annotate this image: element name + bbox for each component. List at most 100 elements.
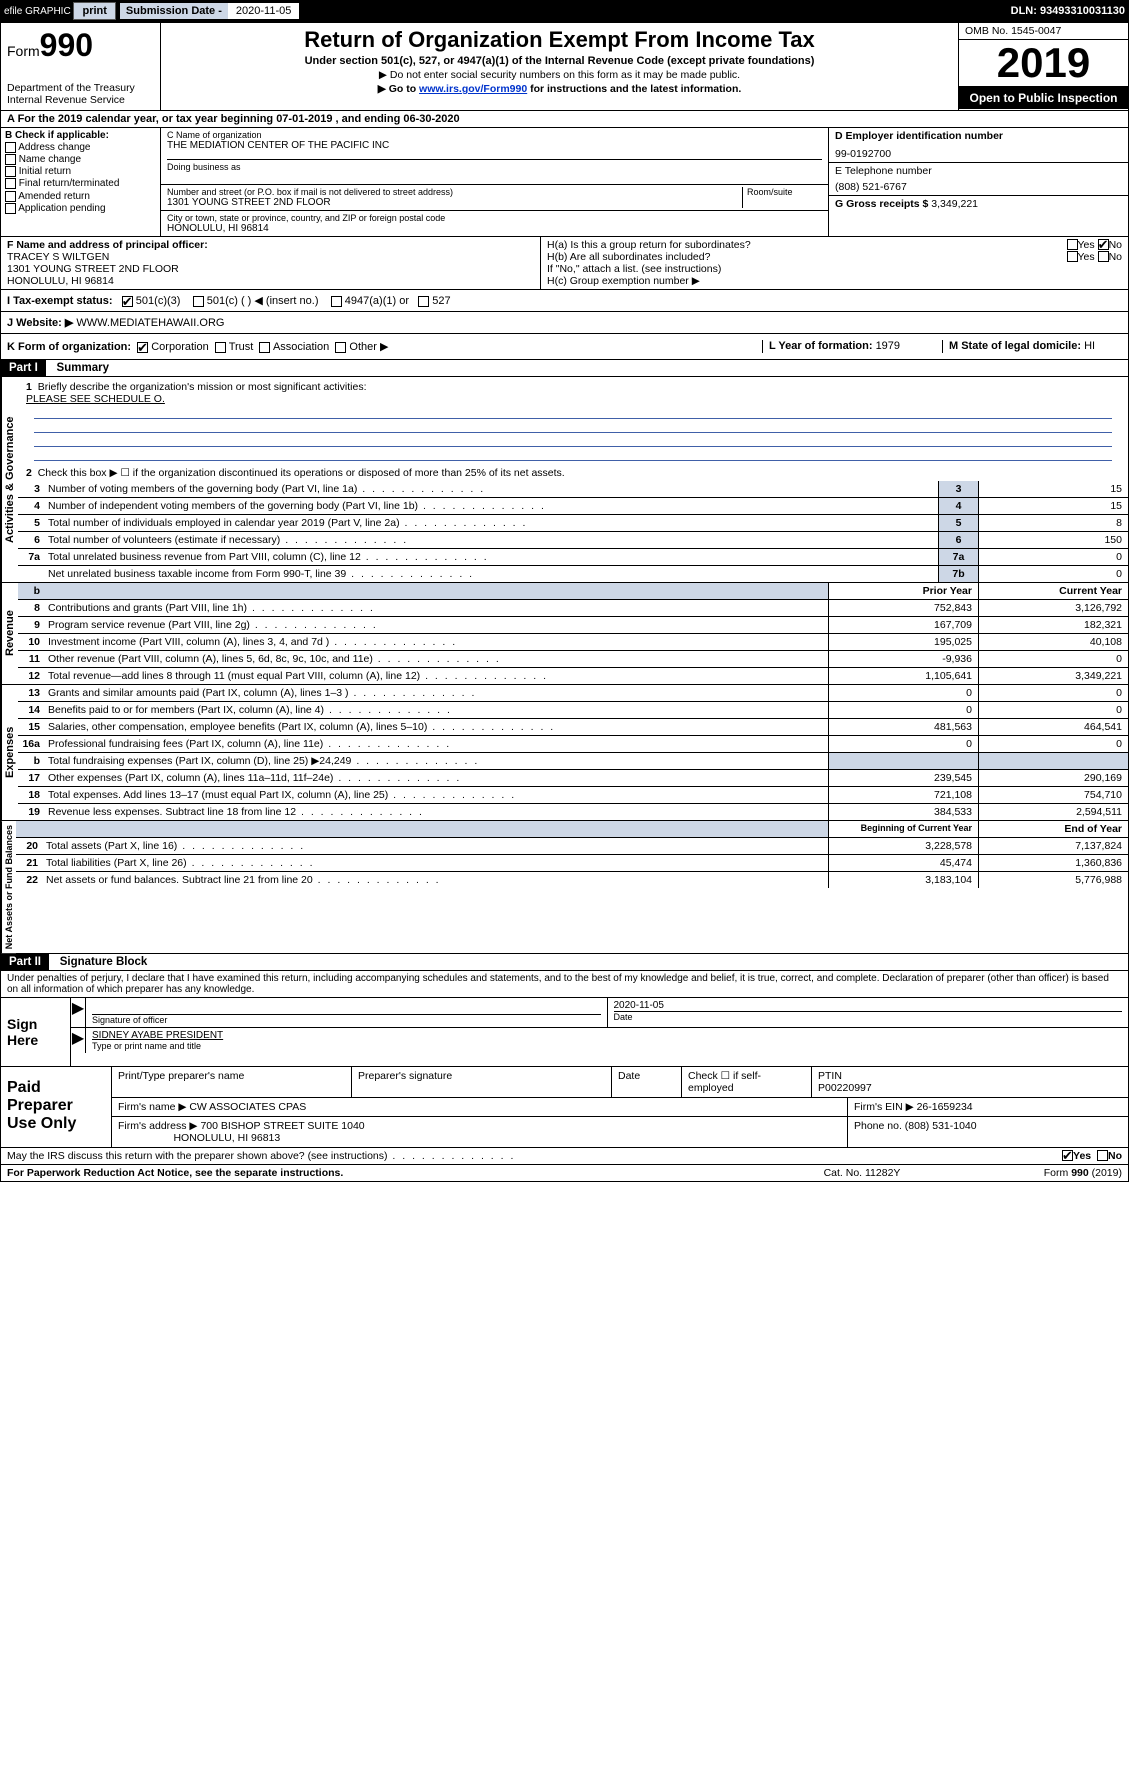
ha-yes[interactable] bbox=[1067, 239, 1078, 250]
line-text: Professional fundraising fees (Part IX, … bbox=[44, 736, 828, 752]
goto-suffix: for instructions and the latest informat… bbox=[527, 83, 741, 95]
summary-line: 13Grants and similar amounts paid (Part … bbox=[18, 685, 1128, 702]
prior-value: 0 bbox=[828, 736, 978, 752]
line-num: 10 bbox=[18, 634, 44, 650]
print-button[interactable]: print bbox=[73, 2, 115, 20]
prior-value: 167,709 bbox=[828, 617, 978, 633]
irs-link[interactable]: www.irs.gov/Form990 bbox=[419, 83, 527, 95]
chk-501c[interactable] bbox=[193, 296, 204, 307]
current-value: 290,169 bbox=[978, 770, 1128, 786]
line-text: Investment income (Part VIII, column (A)… bbox=[44, 634, 828, 650]
current-value: 5,776,988 bbox=[978, 872, 1128, 888]
sig-name-label: Type or print name and title bbox=[92, 1041, 1122, 1051]
chk-4947[interactable] bbox=[331, 296, 342, 307]
checkbox-line: Application pending bbox=[5, 203, 156, 214]
line-num: 3 bbox=[18, 481, 44, 497]
part2-header-row: Part II Signature Block bbox=[1, 954, 1128, 971]
preparer-sig-hdr: Preparer's signature bbox=[352, 1067, 612, 1097]
checkbox[interactable] bbox=[5, 154, 16, 165]
prior-value: 45,474 bbox=[828, 855, 978, 871]
addr-label: Number and street (or P.O. box if mail i… bbox=[167, 187, 742, 197]
summary-line: 7aTotal unrelated business revenue from … bbox=[18, 549, 1128, 566]
line-box: 7a bbox=[938, 549, 978, 565]
line-num: 12 bbox=[18, 668, 44, 684]
discuss-row: May the IRS discuss this return with the… bbox=[1, 1148, 1128, 1165]
chk-501c3[interactable] bbox=[122, 296, 133, 307]
org-city: HONOLULU, HI 96814 bbox=[167, 223, 822, 234]
discuss-yes[interactable] bbox=[1062, 1150, 1073, 1161]
chk-other[interactable] bbox=[335, 342, 346, 353]
form-subtitle: Under section 501(c), 527, or 4947(a)(1)… bbox=[167, 55, 952, 67]
line-num: 17 bbox=[18, 770, 44, 786]
col-c-org: C Name of organization THE MEDIATION CEN… bbox=[161, 128, 828, 236]
firm-phone: (808) 531-1040 bbox=[905, 1120, 977, 1132]
rule-line bbox=[34, 433, 1112, 447]
open-public: Open to Public Inspection bbox=[959, 87, 1128, 109]
signature-block: Sign Here ▶ Signature of officer 2020-11… bbox=[1, 997, 1128, 1067]
summary-line: 16aProfessional fundraising fees (Part I… bbox=[18, 736, 1128, 753]
summary-line: 22Net assets or fund balances. Subtract … bbox=[16, 872, 1128, 888]
hb-question: H(b) Are all subordinates included? bbox=[547, 251, 1067, 263]
summary-line: 15Salaries, other compensation, employee… bbox=[18, 719, 1128, 736]
hb-no[interactable] bbox=[1098, 251, 1109, 262]
col-curr: Current Year bbox=[978, 583, 1128, 599]
year-formation-label: L Year of formation: bbox=[769, 340, 876, 352]
line-num: 5 bbox=[18, 515, 44, 531]
officer-name: TRACEY S WILTGEN bbox=[7, 251, 534, 263]
org-address: 1301 YOUNG STREET 2ND FLOOR bbox=[167, 197, 742, 208]
row-i-tax-status: I Tax-exempt status: 501(c)(3) 501(c) ( … bbox=[1, 290, 1128, 312]
prior-value: 239,545 bbox=[828, 770, 978, 786]
submission-label: Submission Date - bbox=[120, 3, 228, 19]
chk-corp[interactable] bbox=[137, 342, 148, 353]
part2-badge: Part II bbox=[1, 954, 49, 970]
ein-label: D Employer identification number bbox=[835, 130, 1122, 142]
website-value: WWW.MEDIATEHAWAII.ORG bbox=[76, 317, 224, 329]
prior-value: 752,843 bbox=[828, 600, 978, 616]
current-value: 182,321 bbox=[978, 617, 1128, 633]
opt-other: Other ▶ bbox=[349, 341, 388, 353]
chk-527[interactable] bbox=[418, 296, 429, 307]
line-text: Net unrelated business taxable income fr… bbox=[44, 566, 938, 582]
checkbox-line: Initial return bbox=[5, 166, 156, 177]
preparer-name-hdr: Print/Type preparer's name bbox=[112, 1067, 352, 1097]
tel-value: (808) 521-6767 bbox=[835, 181, 1122, 193]
city-label: City or town, state or province, country… bbox=[167, 213, 822, 223]
line-num: 19 bbox=[18, 804, 44, 820]
chk-assoc[interactable] bbox=[259, 342, 270, 353]
line-num: 4 bbox=[18, 498, 44, 514]
current-value: 0 bbox=[978, 702, 1128, 718]
line-text: Number of voting members of the governin… bbox=[44, 481, 938, 497]
section-net-assets: Net Assets or Fund Balances Beginning of… bbox=[1, 821, 1128, 954]
checkbox[interactable] bbox=[5, 191, 16, 202]
prior-value: -9,936 bbox=[828, 651, 978, 667]
checkbox[interactable] bbox=[5, 166, 16, 177]
col-end: End of Year bbox=[978, 821, 1128, 837]
blank-txt bbox=[44, 583, 828, 599]
firm-ein: 26-1659234 bbox=[917, 1101, 973, 1113]
no-label3: No bbox=[1108, 1150, 1122, 1162]
side-label-ag: Activities & Governance bbox=[1, 377, 18, 582]
ha-no[interactable] bbox=[1098, 239, 1109, 250]
omb-number: OMB No. 1545-0047 bbox=[959, 23, 1128, 40]
q2-text: Check this box ▶ ☐ if the organization d… bbox=[38, 467, 565, 479]
line-num: 15 bbox=[18, 719, 44, 735]
checkbox[interactable] bbox=[5, 203, 16, 214]
checkbox[interactable] bbox=[5, 142, 16, 153]
discuss-no[interactable] bbox=[1097, 1150, 1108, 1161]
row-j-website: J Website: ▶ WWW.MEDIATEHAWAII.ORG bbox=[1, 312, 1128, 334]
prior-value: 0 bbox=[828, 685, 978, 701]
chk-trust[interactable] bbox=[215, 342, 226, 353]
line-num: 11 bbox=[18, 651, 44, 667]
checkbox-line: Address change bbox=[5, 142, 156, 153]
summary-line: 10Investment income (Part VIII, column (… bbox=[18, 634, 1128, 651]
q1-value: PLEASE SEE SCHEDULE O. bbox=[26, 393, 165, 405]
row-f-h: F Name and address of principal officer:… bbox=[1, 237, 1128, 290]
checkbox[interactable] bbox=[5, 178, 16, 189]
q1-text: Briefly describe the organization's miss… bbox=[38, 381, 367, 393]
hc-label: H(c) Group exemption number ▶ bbox=[547, 275, 1122, 287]
form-prefix: Form bbox=[7, 43, 40, 59]
line-text: Total unrelated business revenue from Pa… bbox=[44, 549, 938, 565]
hb-yes[interactable] bbox=[1067, 251, 1078, 262]
line-num: 7a bbox=[18, 549, 44, 565]
tax-year: 2019 bbox=[959, 40, 1128, 87]
